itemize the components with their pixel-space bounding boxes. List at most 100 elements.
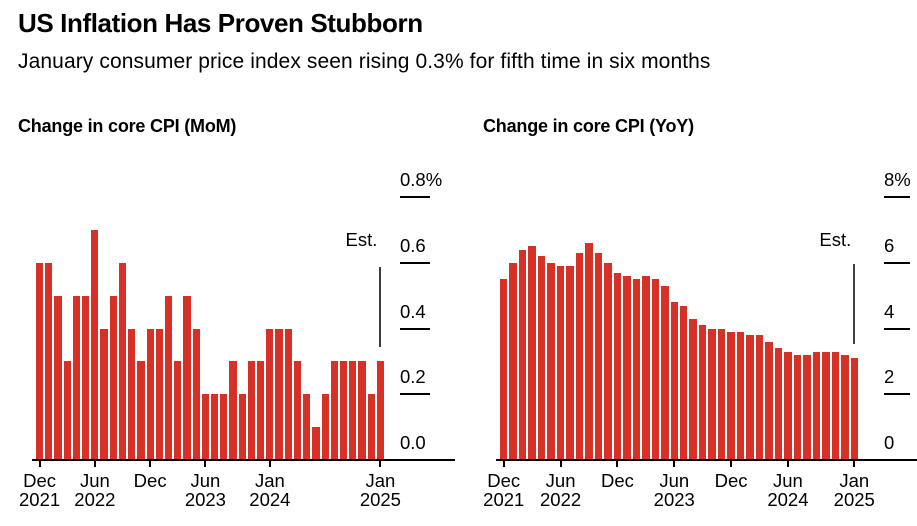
- x-axis-line-mom: [32, 459, 455, 461]
- y-axis-tick-yoy-8%: [884, 196, 910, 198]
- bar-mom-apr-2024: [293, 361, 302, 460]
- x-axis-label-year: 2025: [359, 489, 401, 510]
- bar-yoy-feb-2023: [632, 279, 641, 460]
- y-axis-label-mom-0.8%: 0.8%: [400, 169, 443, 190]
- x-axis-label-month: Jan: [839, 470, 870, 491]
- bar-mom-jul-2024: [321, 394, 329, 460]
- x-axis-label-month: Dec: [23, 470, 57, 491]
- bar-mom-dec-2023: [257, 361, 265, 460]
- x-axis-tick-mom-Dec: [149, 461, 152, 467]
- bar-yoy-may-2024: [774, 348, 783, 460]
- bar-yoy-aug-2022: [575, 252, 584, 460]
- panel-title-mom: Change in core CPI (MoM): [18, 116, 237, 136]
- bar-mom-jan-2022: [45, 262, 53, 460]
- bar-mom-sep-2024: [339, 361, 348, 460]
- bar-mom-may-2024: [303, 394, 311, 460]
- bar-mom-sep-2023: [229, 361, 237, 460]
- x-axis-label-yoy-Jun2022: Jun 2022: [525, 471, 597, 509]
- bar-yoy-jan-2022: [509, 262, 517, 460]
- bar-mom-oct-2022: [128, 328, 136, 460]
- bar-mom-apr-2022: [72, 295, 81, 460]
- bar-mom-jun-2022: [91, 229, 99, 460]
- estimate-marker-line-mom: [379, 267, 382, 348]
- x-axis-label-year: 2021: [483, 489, 525, 510]
- bar-mom-nov-2023: [247, 361, 256, 460]
- x-axis-label-yoy-Jan2025: Jan 2025: [818, 471, 890, 509]
- x-axis-tick-mom-Dec2021: [38, 461, 41, 467]
- x-axis-label-month: Jun: [545, 470, 576, 491]
- x-axis-label-month: Dec: [487, 470, 521, 491]
- bar-mom-jan-2023: [155, 328, 163, 460]
- bar-yoy-jun-2024: [784, 351, 792, 460]
- x-axis-label-mom-Jun2023: Jun 2023: [169, 471, 241, 509]
- bar-yoy-apr-2024: [765, 341, 773, 460]
- bar-mom-sep-2022: [118, 262, 127, 460]
- x-axis-label-month: Jun: [773, 470, 803, 491]
- y-axis-label-yoy-8%: 8%: [884, 169, 911, 190]
- figure-title: US Inflation Has Proven Stubborn: [18, 8, 423, 38]
- y-axis-label-mom-0.2: 0.2: [400, 366, 426, 388]
- bar-yoy-mar-2022: [528, 246, 536, 460]
- y-axis-label-yoy-6: 6: [884, 234, 895, 256]
- x-axis-label-month: Dec: [714, 470, 748, 491]
- bar-mom-feb-2023: [164, 295, 173, 460]
- x-axis-label-year: 2023: [184, 489, 226, 510]
- bar-mom-feb-2024: [275, 328, 283, 460]
- figure-subtitle: January consumer price index seen rising…: [18, 50, 711, 73]
- bar-mom-jun-2023: [201, 394, 209, 460]
- y-axis-label-yoy-0: 0: [884, 432, 895, 453]
- bar-yoy-oct-2024: [822, 351, 830, 460]
- x-axis-line-yoy: [496, 459, 917, 461]
- bar-yoy-sep-2024: [812, 351, 821, 460]
- y-axis-label-mom-0.6: 0.6: [400, 234, 426, 256]
- x-axis-label-month: Jun: [659, 470, 690, 491]
- bar-yoy-oct-2023: [708, 328, 716, 460]
- bar-yoy-dec-2024: [841, 354, 849, 460]
- x-axis-label-month: Jun: [190, 470, 221, 491]
- y-axis-tick-yoy-2: [884, 393, 910, 396]
- bar-mom-mar-2024: [284, 328, 292, 460]
- x-axis-tick-mom-Jun2023: [204, 461, 207, 467]
- x-axis-label-year: 2021: [19, 489, 61, 510]
- x-axis-label-year: 2023: [653, 489, 695, 510]
- y-axis-tick-yoy-6: [884, 261, 910, 264]
- bar-mom-mar-2022: [63, 361, 71, 460]
- bar-mom-oct-2023: [238, 394, 246, 460]
- bar-yoy-nov-2023: [717, 328, 726, 460]
- bar-mom-may-2022: [82, 295, 90, 460]
- x-axis-label-yoy-Jun2024: Jun 2024: [752, 471, 824, 509]
- y-axis-label-mom-0.4: 0.4: [400, 300, 426, 322]
- bar-mom-oct-2024: [349, 361, 357, 460]
- bar-yoy-jun-2022: [556, 266, 565, 460]
- bar-yoy-nov-2022: [604, 262, 612, 460]
- bar-mom-jun-2024: [312, 427, 320, 460]
- bar-estimate-mom-jan-2025: [376, 361, 384, 460]
- y-axis-tick-mom-0.2: [400, 393, 430, 396]
- bar-yoy-aug-2024: [803, 354, 811, 460]
- bar-yoy-may-2022: [547, 262, 555, 460]
- bar-mom-may-2023: [192, 328, 200, 460]
- bar-yoy-mar-2024: [755, 335, 764, 460]
- bar-mom-aug-2024: [330, 361, 338, 460]
- bar-mom-aug-2023: [220, 394, 228, 460]
- bar-yoy-jan-2023: [623, 275, 631, 460]
- bar-mom-jan-2024: [266, 328, 274, 460]
- bar-yoy-dec-2022: [613, 272, 622, 460]
- x-axis-tick-yoy-Jan2025: [853, 461, 856, 467]
- x-axis-tick-yoy-Jun2022: [559, 461, 562, 467]
- x-axis-label-year: 2024: [767, 489, 809, 510]
- x-axis-label-month: Dec: [133, 470, 167, 491]
- bar-yoy-jul-2022: [566, 266, 574, 460]
- x-axis-label-year: 2024: [249, 489, 291, 510]
- bar-mom-jul-2022: [100, 328, 108, 460]
- x-axis-label-yoy-Dec2021: Dec 2021: [468, 471, 540, 509]
- x-axis-label-year: 2025: [833, 489, 875, 510]
- bar-yoy-jan-2024: [736, 331, 745, 460]
- x-axis-tick-mom-Jan2024: [268, 461, 271, 467]
- x-axis-label-month: Jun: [79, 470, 110, 491]
- y-axis-label-yoy-4: 4: [884, 300, 895, 322]
- bar-mom-mar-2023: [174, 361, 182, 460]
- x-axis-label-mom-Jun2022: Jun 2022: [59, 471, 131, 509]
- bar-yoy-jul-2023: [680, 305, 688, 460]
